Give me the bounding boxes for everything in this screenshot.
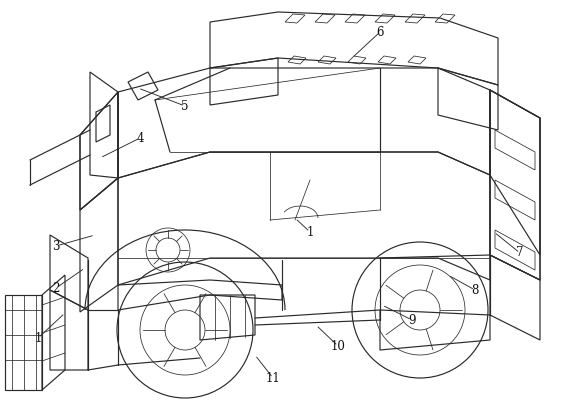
Text: 2: 2 <box>53 282 60 295</box>
Text: 4: 4 <box>136 131 144 144</box>
Text: 9: 9 <box>408 313 416 326</box>
Text: 1: 1 <box>306 226 314 239</box>
Text: 3: 3 <box>52 239 60 253</box>
Text: 10: 10 <box>331 339 345 353</box>
Text: 1: 1 <box>34 331 42 344</box>
Text: 11: 11 <box>266 372 280 384</box>
Text: 6: 6 <box>376 25 384 38</box>
Text: 5: 5 <box>181 100 189 113</box>
Text: 7: 7 <box>516 246 524 259</box>
Text: 8: 8 <box>471 284 479 297</box>
